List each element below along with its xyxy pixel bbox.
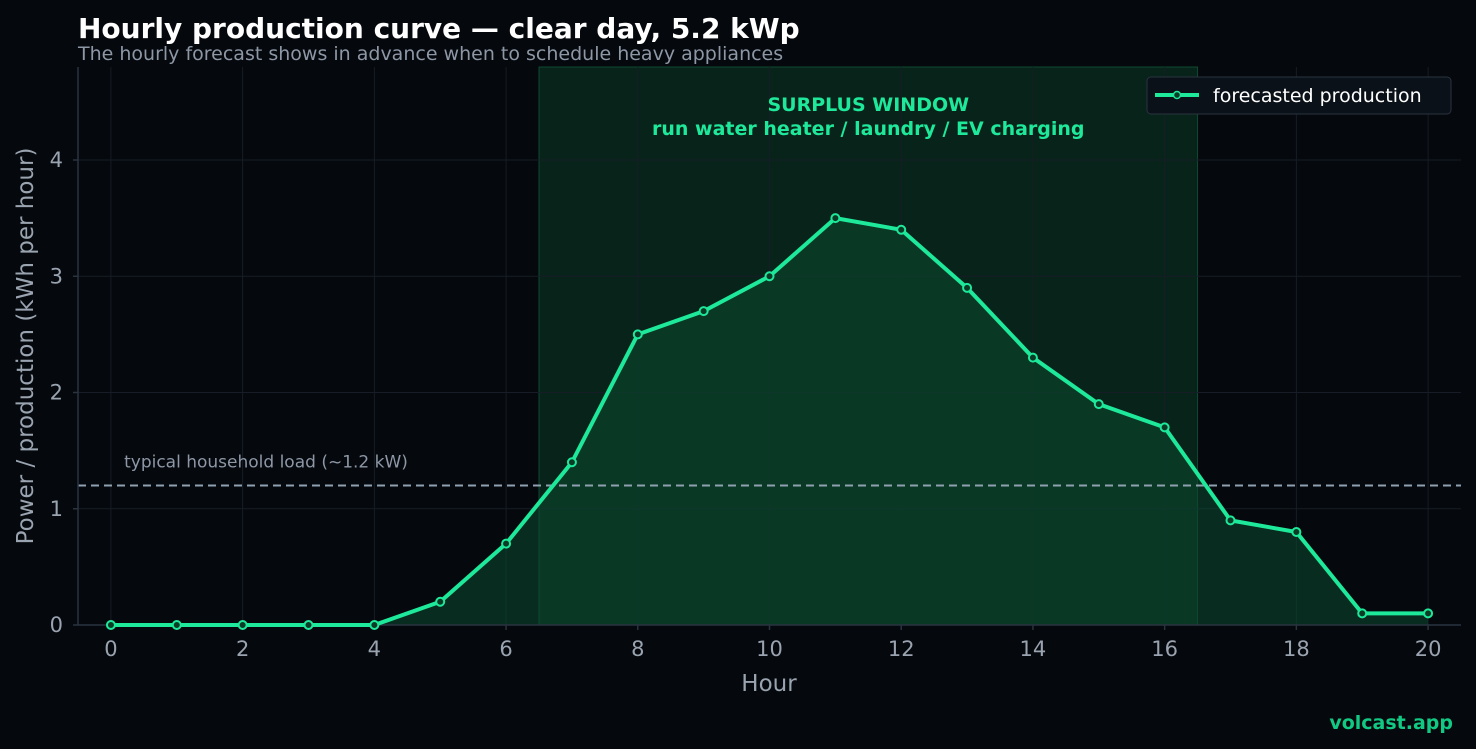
legend-marker-swatch (1172, 90, 1182, 100)
data-point (1291, 527, 1302, 537)
household-load-label: typical household load (~1.2 kW) (124, 453, 408, 473)
legend-entry-forecasted-production: forecasted production (1213, 85, 1422, 107)
data-point (1423, 608, 1434, 619)
y-tick-label: 3 (50, 264, 63, 288)
x-tick-label: 14 (1020, 637, 1047, 661)
chart-subtitle: The hourly forecast shows in advance whe… (77, 43, 783, 65)
y-tick-label: 1 (50, 497, 63, 521)
x-tick-label: 20 (1415, 637, 1442, 661)
data-point (303, 620, 314, 630)
chart-title: Hourly production curve — clear day, 5.2… (78, 12, 800, 45)
x-tick-label: 6 (499, 637, 512, 661)
data-point (764, 271, 775, 282)
x-tick-label: 2 (236, 637, 249, 661)
data-point (830, 213, 841, 224)
x-tick-label: 12 (888, 637, 915, 661)
data-point (171, 620, 182, 630)
y-tick-label: 0 (50, 613, 63, 637)
data-point (369, 620, 380, 630)
brand-watermark: volcast.app (1329, 712, 1453, 734)
data-point (1225, 515, 1236, 526)
y-tick-label: 2 (50, 381, 63, 405)
data-point (632, 329, 643, 340)
x-tick-label: 16 (1151, 637, 1178, 661)
x-tick-label: 18 (1283, 637, 1310, 661)
data-point (566, 457, 577, 468)
x-tick-label: 4 (368, 637, 381, 661)
x-tick-label: 0 (104, 637, 117, 661)
data-point (896, 224, 907, 235)
data-point (962, 282, 973, 293)
x-tick-label: 10 (756, 637, 783, 661)
y-tick-label: 4 (50, 148, 63, 172)
data-point (1159, 422, 1170, 433)
data-point (105, 620, 116, 630)
data-point (237, 620, 248, 630)
surplus-window-title: SURPLUS WINDOW (767, 94, 969, 116)
data-point (1027, 352, 1038, 363)
data-point (1357, 608, 1368, 619)
production-area-fill (110, 218, 1429, 625)
x-tick-label: 8 (631, 637, 644, 661)
x-axis-title: Hour (741, 671, 797, 697)
legend: forecasted production (1146, 76, 1452, 115)
y-axis-title: Power / production (kWh per hour) (13, 148, 39, 545)
data-point (435, 596, 446, 607)
data-point (1093, 399, 1104, 410)
data-point (501, 538, 512, 549)
surplus-window-description: run water heater / laundry / EV charging (652, 118, 1085, 140)
legend-box (1146, 76, 1452, 115)
data-point (698, 306, 709, 317)
production-data-points (105, 213, 1434, 630)
